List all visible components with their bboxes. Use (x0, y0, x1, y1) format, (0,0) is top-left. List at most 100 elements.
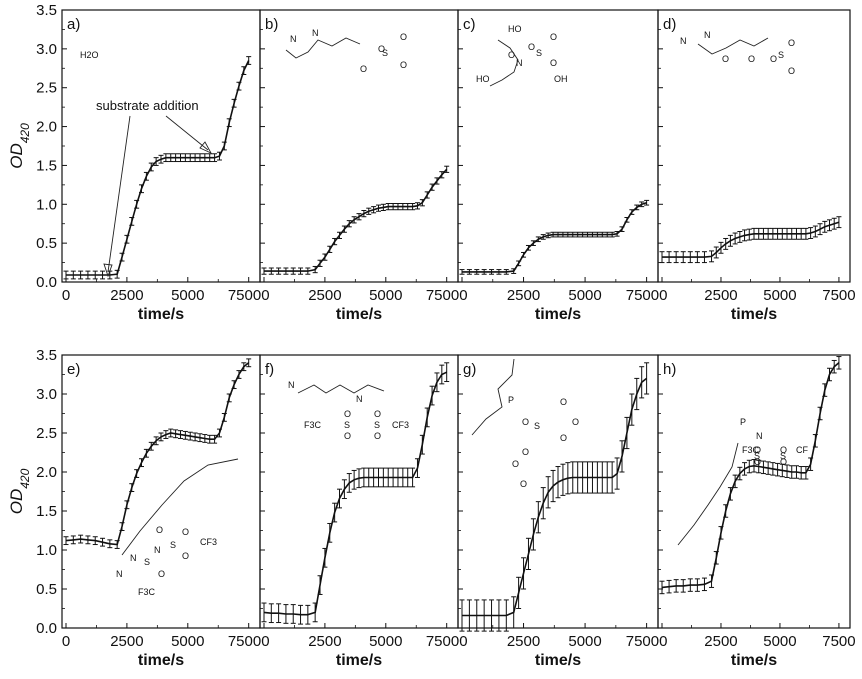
error-bar (779, 227, 785, 240)
error-bar (540, 487, 546, 520)
error-bar (718, 526, 724, 540)
error-bar (290, 267, 296, 275)
error-bar (322, 547, 328, 568)
structure-text: N (290, 34, 297, 44)
error-bar (496, 269, 502, 275)
error-bar (322, 253, 328, 261)
error-bar (187, 153, 193, 163)
error-bar (614, 230, 620, 237)
error-bar (751, 227, 757, 240)
error-bar (207, 153, 213, 163)
x-tick-label: 75000 (426, 633, 468, 650)
error-bar (589, 231, 595, 238)
structure-text: S (374, 420, 380, 430)
error-bar (624, 416, 630, 450)
error-bar (516, 260, 522, 267)
error-bar (604, 231, 610, 238)
error-bar (346, 220, 352, 228)
series-line (462, 377, 648, 617)
x-axis-label: time/s (336, 652, 382, 669)
x-tick-label: 2500 (308, 633, 341, 650)
error-bar (361, 467, 367, 488)
error-bar (459, 599, 465, 632)
x-tick-label: 5000 (171, 287, 204, 304)
error-bar (298, 604, 304, 625)
error-bar (236, 81, 242, 91)
error-bar (444, 362, 450, 383)
structure-text: O (722, 54, 729, 64)
error-bar (221, 141, 227, 151)
error-bar (742, 462, 748, 476)
structure-text: S (144, 557, 150, 567)
structure-text: O (560, 433, 567, 443)
error-bar (836, 356, 842, 370)
error-bar (594, 231, 600, 238)
error-bar (751, 459, 757, 473)
error-bar (639, 366, 645, 399)
error-bar (604, 461, 610, 494)
error-bar (246, 56, 252, 65)
error-bar (687, 578, 693, 592)
error-bar (283, 267, 289, 275)
error-bar (550, 231, 556, 238)
error-bar (521, 557, 527, 590)
error-bar (231, 98, 237, 108)
structure-text: O (374, 409, 381, 419)
structure-text: N (516, 58, 523, 68)
structure-text: OH (554, 74, 568, 84)
error-bar (812, 434, 818, 448)
error-bar (276, 603, 282, 624)
structure-text: O (754, 445, 761, 455)
y-tick-label: 0.5 (36, 581, 57, 598)
error-bar (779, 463, 785, 478)
error-bar (723, 237, 729, 250)
error-bar (119, 252, 125, 262)
structure-text: O (780, 445, 787, 455)
plot-frame (457, 9, 659, 283)
panel-label: f) (265, 361, 274, 378)
error-bar (283, 604, 289, 624)
error-bar (192, 432, 198, 442)
error-bar (134, 469, 140, 478)
error-bar (737, 466, 743, 481)
error-bar (474, 599, 480, 632)
error-bar (202, 153, 208, 163)
error-bar (826, 219, 832, 232)
y-tick-label: 2.5 (36, 425, 57, 442)
error-bar (231, 380, 237, 390)
error-bar (756, 459, 762, 474)
error-bar (775, 462, 781, 477)
structure-text: N (154, 545, 161, 555)
structure-text: HO (476, 74, 490, 84)
structure-text: O (512, 459, 519, 469)
error-bar (644, 362, 650, 395)
y-tick-label: 3.0 (36, 41, 57, 58)
error-bar (609, 461, 615, 494)
x-axis-label: time/s (731, 652, 777, 669)
structure-text: O (400, 60, 407, 70)
x-tick-label: 5000 (171, 633, 204, 650)
error-bar (207, 434, 213, 444)
error-bar (545, 476, 551, 509)
structure-text: O (508, 50, 515, 60)
x-axis-label: time/s (336, 306, 382, 323)
structure-text: H2O (80, 50, 99, 60)
error-bar (317, 575, 323, 595)
error-bar (496, 599, 502, 632)
y-tick-label: 0.0 (36, 274, 57, 291)
structure-text: O (182, 527, 189, 537)
structure-bond (471, 358, 515, 436)
error-bar (466, 269, 472, 275)
error-bar (580, 461, 586, 494)
error-bar (694, 251, 700, 264)
error-bar (831, 359, 837, 374)
error-bar (746, 459, 752, 474)
error-bar (481, 599, 487, 632)
error-bar (298, 267, 304, 275)
error-bar (414, 458, 420, 478)
structure-text: O (788, 66, 795, 76)
error-bar (673, 251, 679, 264)
structure-text: S (780, 451, 786, 461)
